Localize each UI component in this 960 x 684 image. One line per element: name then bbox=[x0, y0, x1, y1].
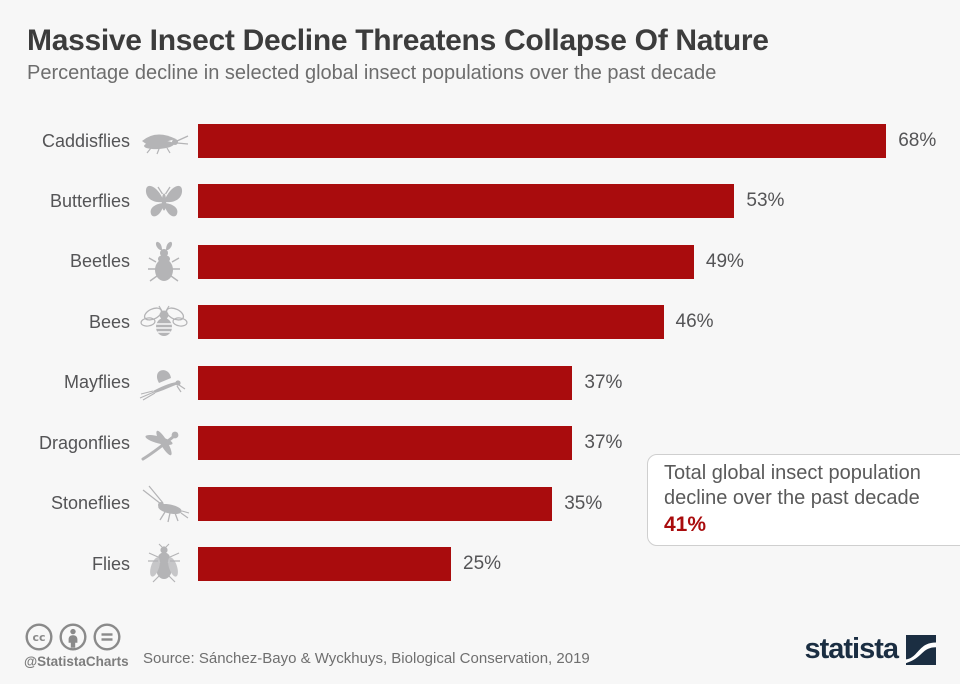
category-label: Flies bbox=[91, 553, 130, 574]
bar bbox=[198, 305, 664, 340]
beetle-icon bbox=[148, 241, 180, 282]
bar bbox=[198, 547, 451, 581]
bar bbox=[198, 124, 887, 158]
cc-icon: cc bbox=[25, 623, 53, 651]
category-label: Beetles bbox=[69, 251, 130, 272]
bar-chart: Caddisflies 68% Butterflies 53% Beetles bbox=[0, 124, 960, 594]
category-label: Stoneflies bbox=[50, 493, 130, 514]
fly-icon bbox=[130, 543, 198, 583]
source-text: Source: Sánchez-Bayo & Wyckhuys, Biologi… bbox=[143, 650, 590, 667]
bar bbox=[198, 184, 735, 219]
statista-logo: statista bbox=[804, 633, 936, 666]
bar-row: Caddisflies 68% bbox=[0, 124, 960, 158]
category-label: Dragonflies bbox=[38, 432, 130, 453]
beetle-icon bbox=[130, 241, 198, 282]
bar-row: Dragonflies 37% bbox=[0, 426, 960, 461]
bar bbox=[198, 365, 573, 400]
stonefly-icon bbox=[142, 485, 190, 522]
category-label: Bees bbox=[88, 311, 130, 332]
license-badges: cc bbox=[24, 622, 122, 652]
bar bbox=[198, 244, 694, 279]
bar-row: Mayflies 37% bbox=[0, 365, 960, 401]
value-label: 37% bbox=[584, 432, 623, 454]
value-label: 46% bbox=[675, 311, 714, 333]
statista-wordmark: statista bbox=[804, 633, 899, 665]
bar bbox=[198, 486, 553, 521]
category-label: Caddisflies bbox=[41, 130, 130, 151]
no-derivatives-icon bbox=[93, 623, 121, 651]
bee-icon bbox=[130, 305, 198, 339]
chart-title: Massive Insect Decline Threatens Collaps… bbox=[27, 24, 769, 57]
svg-text:cc: cc bbox=[32, 631, 45, 644]
mayfly-icon bbox=[130, 366, 198, 401]
callout-value: 41% bbox=[664, 513, 707, 536]
category-label: Mayflies bbox=[63, 372, 130, 393]
dragonfly-icon bbox=[130, 426, 198, 461]
value-label: 25% bbox=[463, 553, 502, 574]
mayfly-icon bbox=[139, 369, 186, 401]
callout-text: Total global insect population decline o… bbox=[664, 462, 921, 509]
chart-subtitle: Percentage decline in selected global in… bbox=[27, 62, 717, 84]
bar-row: Flies 25% bbox=[0, 543, 960, 583]
value-label: 37% bbox=[584, 371, 623, 393]
statista-charts-handle: @StatistaCharts bbox=[24, 654, 129, 669]
caddisfly-icon bbox=[142, 134, 189, 155]
bar-row: Stoneflies 35% bbox=[0, 485, 960, 522]
value-label: 68% bbox=[898, 130, 937, 151]
value-label: 35% bbox=[564, 492, 603, 514]
attribution-icon bbox=[59, 623, 87, 651]
dragonfly-icon bbox=[141, 430, 179, 461]
butterfly-icon bbox=[130, 184, 198, 218]
statista-logo-mark bbox=[906, 634, 936, 665]
bar-row: Bees 46% bbox=[0, 305, 960, 340]
stonefly-icon bbox=[130, 485, 198, 522]
bar-row: Butterflies 53% bbox=[0, 184, 960, 219]
butterfly-icon bbox=[145, 186, 183, 217]
caddisfly-icon bbox=[130, 124, 198, 158]
bar-row: Beetles 49% bbox=[0, 241, 960, 282]
total-decline-callout: Total global insect population decline o… bbox=[647, 454, 960, 546]
category-label: Butterflies bbox=[49, 190, 130, 211]
value-label: 53% bbox=[746, 190, 785, 212]
fly-icon bbox=[148, 543, 180, 583]
bee-icon bbox=[140, 305, 188, 337]
bar bbox=[198, 426, 573, 461]
value-label: 49% bbox=[705, 250, 744, 272]
